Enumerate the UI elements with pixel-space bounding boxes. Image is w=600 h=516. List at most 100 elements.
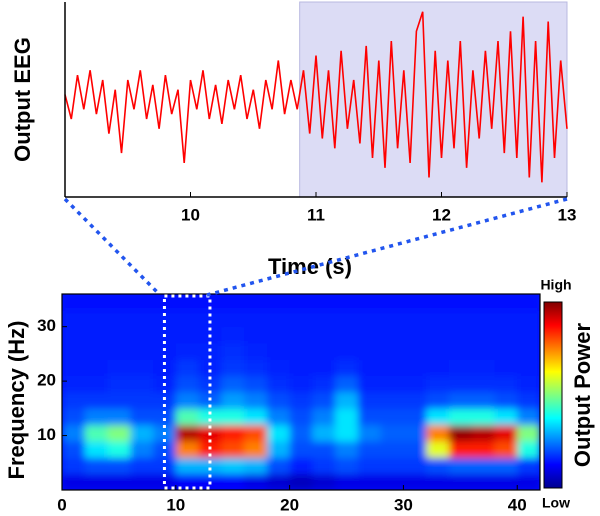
heatmap-cell [335,392,359,409]
heatmap-cell [403,392,427,409]
zoom-connector [63,197,162,297]
heatmap-cell [130,441,154,458]
heatmap-cell [403,359,427,377]
heatmap-cell [244,473,268,490]
heatmap-cell [198,457,222,475]
heatmap-cell [426,375,450,393]
heatmap-cell [221,392,245,409]
heatmap-cell [380,473,404,490]
heatmap-cell [221,457,245,475]
y-tick-label: 10 [37,425,56,444]
heatmap-cell [494,326,518,344]
heatmap-cell [289,441,313,458]
heatmap-cell [471,424,495,442]
heatmap-cell [357,473,382,490]
heatmap-cell [517,408,540,426]
heatmap-cell [62,392,86,409]
heatmap-cell [84,294,109,311]
heatmap-cell [380,392,404,409]
heatmap-cell [357,392,382,409]
heatmap-cell [517,343,540,360]
x-axis-label: Time (s) [268,254,352,279]
heatmap-cell [62,441,86,458]
heatmap-cell [494,310,518,328]
heatmap-cell [380,310,404,328]
heatmap-cell [403,441,427,458]
heatmap-cell [335,424,359,442]
heatmap-cell [448,441,473,458]
heatmap-cell [266,473,291,490]
heatmap-cell [289,473,313,490]
heatmap-cell [107,310,131,328]
x-tick-label: 0 [57,495,66,514]
heatmap-cell [244,326,268,344]
zoom-box [162,294,212,490]
heatmap-cell [130,294,154,311]
heatmap-cell [84,326,109,344]
heatmap-cell [84,375,109,393]
heatmap-cell [494,343,518,360]
heatmap-cell [107,408,131,426]
spectrogram-panel: 0 10 20 30 40 10 20 30 Frequency (Hz) High Low Outp… [4,277,595,515]
y-axis-label: Frequency (Hz) [4,321,29,480]
heatmap-cell [312,473,336,490]
heatmap-cell [426,326,450,344]
heatmap-cell [426,473,450,490]
heatmap-cell [494,457,518,475]
heatmap-cell [448,457,473,475]
heatmap-cell [266,294,291,311]
heatmap-cell [312,424,336,442]
heatmap-cell [153,441,177,458]
heatmap-cell [175,294,200,311]
heatmap-cell [107,392,131,409]
heatmap-cell [130,310,154,328]
heatmap-cell [175,392,200,409]
heatmap-cell [517,294,540,311]
x-tick-label: 40 [508,495,527,514]
heatmap-cell [289,375,313,393]
heatmap-cell [107,343,131,360]
heatmap-cell [289,457,313,475]
x-tick-label: 30 [394,495,413,514]
heatmap-cell [380,408,404,426]
colorbar-high: High [540,277,571,293]
heatmap-cell [107,294,131,311]
heatmap-cell [244,441,268,458]
heatmap-cell [357,457,382,475]
heatmap-cell [517,326,540,344]
heatmap-cell [84,408,109,426]
heatmap-cell [448,408,473,426]
heatmap-cell [357,375,382,393]
heatmap-cell [266,441,291,458]
heatmap-cell [335,375,359,393]
zoom-connector [206,197,568,297]
heatmap-cell [153,359,177,377]
heatmap-cell [403,424,427,442]
heatmap-cell [175,343,200,360]
heatmap-cell [84,457,109,475]
heatmap-cell [426,392,450,409]
heatmap-cell [357,359,382,377]
heatmap-cell [62,326,86,344]
heatmap-cell [153,343,177,360]
heatmap-cell [517,359,540,377]
heatmap-cell [403,343,427,360]
heatmap-cell [266,392,291,409]
heatmap-cell [175,326,200,344]
heatmap-cell [403,310,427,328]
heatmap-cell [426,310,450,328]
heatmap-cell [357,326,382,344]
heatmap-cell [471,359,495,377]
heatmap-cell [312,326,336,344]
heatmap-cell [266,343,291,360]
heatmap-cell [335,343,359,360]
heatmap-cell [175,441,200,458]
heatmap-cell [244,343,268,360]
heatmap-cell [335,310,359,328]
heatmap-cell [335,441,359,458]
heatmap-soft [62,294,540,490]
heatmap-cell [471,294,495,311]
heatmap-cell [380,326,404,344]
heatmap-cell [130,375,154,393]
